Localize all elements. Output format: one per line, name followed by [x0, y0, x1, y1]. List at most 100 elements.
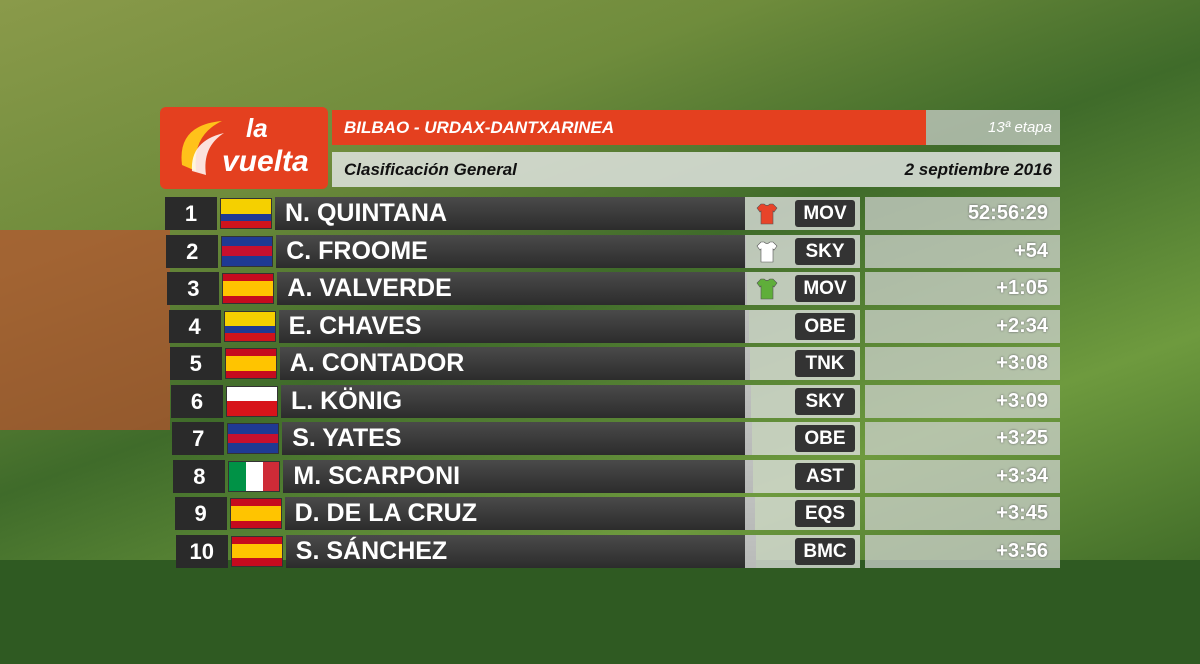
time-box: +54 — [865, 234, 1060, 268]
name-bar: A. VALVERDE — [277, 272, 748, 305]
flag-stripe — [231, 551, 282, 559]
flag-stripe — [229, 461, 247, 491]
flag — [229, 498, 282, 529]
flag-stripe — [221, 206, 271, 214]
logo-text: la — [246, 113, 268, 143]
rank-box: 4 — [168, 309, 221, 343]
flag-stripe — [224, 318, 275, 326]
name-bar: C. FROOME — [276, 234, 747, 268]
team-label: AST — [795, 462, 855, 490]
flag-stripe — [262, 461, 280, 491]
team-label: OBE — [795, 425, 855, 452]
flag-stripe — [224, 311, 275, 319]
name-bar: D. DE LA CRUZ — [284, 497, 755, 530]
team-label: MOV — [795, 275, 855, 302]
flag-stripe — [225, 349, 276, 357]
time-box: +3:34 — [865, 459, 1060, 493]
flag-stripe — [225, 363, 276, 371]
stage-number: 13ª etapa — [988, 119, 1052, 136]
flag-stripe — [224, 333, 275, 341]
time-box: +3:45 — [865, 497, 1060, 530]
subheader-bar — [332, 152, 1060, 187]
rank-box: 6 — [171, 384, 223, 418]
time-box: +3:09 — [865, 384, 1060, 418]
flag — [230, 535, 283, 567]
name-bar: A. CONTADOR — [279, 347, 750, 380]
logo: la vuelta — [160, 107, 328, 189]
flag-stripe — [225, 356, 276, 364]
flag-stripe — [225, 370, 276, 378]
rank-box: 2 — [166, 234, 219, 268]
rank-box: 7 — [172, 422, 225, 455]
name-bar: S. SÁNCHEZ — [285, 534, 756, 568]
time-box: +3:56 — [865, 534, 1060, 568]
jersey — [755, 278, 779, 300]
rank-box: 3 — [167, 272, 220, 305]
flag — [227, 423, 280, 454]
time-box: +2:34 — [865, 309, 1060, 343]
flag-stripe — [231, 543, 282, 551]
date: 2 septiembre 2016 — [904, 160, 1052, 179]
team-label: SKY — [795, 237, 855, 265]
flag-stripe — [230, 506, 281, 514]
flag-stripe — [223, 295, 274, 303]
jersey-icon — [756, 203, 778, 225]
rank-box: 1 — [165, 197, 217, 230]
jersey — [755, 203, 779, 225]
flag — [226, 385, 278, 417]
team-label: SKY — [795, 387, 855, 415]
flag-stripe — [221, 199, 271, 207]
time-box: +3:08 — [865, 347, 1060, 380]
flag — [222, 273, 275, 304]
flag-stripe — [224, 326, 275, 334]
rank-box: 10 — [175, 534, 228, 568]
name-bar: M. SCARPONI — [283, 459, 754, 493]
flag-stripe — [221, 220, 271, 228]
team-label: BMC — [795, 537, 855, 565]
time-box: +1:05 — [865, 272, 1060, 305]
stage-route: BILBAO - URDAX-DANTXARINEA — [332, 110, 926, 145]
flag-stripe — [230, 499, 281, 507]
jersey-icon — [756, 278, 778, 300]
flag-stripe — [230, 513, 281, 521]
classification: Clasificación General — [344, 160, 517, 179]
jersey-icon — [756, 241, 778, 262]
flag — [228, 460, 281, 492]
flag-stripe — [222, 255, 273, 266]
flag-stripe — [231, 536, 282, 544]
flag-stripe — [231, 558, 282, 566]
flag-stripe — [221, 213, 271, 221]
name-bar: S. YATES — [282, 422, 753, 455]
flag-stripe — [228, 424, 279, 434]
time-box: +3:25 — [865, 422, 1060, 455]
jersey — [755, 241, 779, 263]
logo-swirl — [181, 121, 224, 175]
flag-stripe — [223, 274, 274, 282]
time-box: 52:56:29 — [865, 197, 1060, 230]
flag-stripe — [223, 281, 274, 289]
flag — [224, 348, 277, 379]
flag-stripe — [246, 461, 263, 491]
name-bar: L. KÖNIG — [281, 384, 751, 418]
rank-box: 8 — [173, 459, 226, 493]
background-trees — [0, 560, 1200, 664]
flag — [221, 235, 274, 267]
flag-stripe — [228, 433, 279, 444]
team-label: OBE — [795, 312, 855, 340]
logo-text: vuelta — [222, 145, 309, 178]
flag-stripe — [227, 386, 277, 401]
flag-stripe — [222, 236, 273, 247]
background-buildings — [0, 230, 170, 430]
flag-stripe — [223, 288, 274, 296]
team-label: TNK — [795, 350, 855, 377]
flag-stripe — [227, 401, 277, 416]
flag-stripe — [222, 246, 273, 256]
flag-stripe — [228, 443, 279, 454]
team-label: MOV — [795, 200, 855, 227]
team-label: EQS — [795, 500, 855, 527]
rank-box: 9 — [174, 497, 227, 530]
flag — [223, 310, 276, 342]
flag-stripe — [230, 520, 281, 528]
flag — [220, 198, 272, 229]
